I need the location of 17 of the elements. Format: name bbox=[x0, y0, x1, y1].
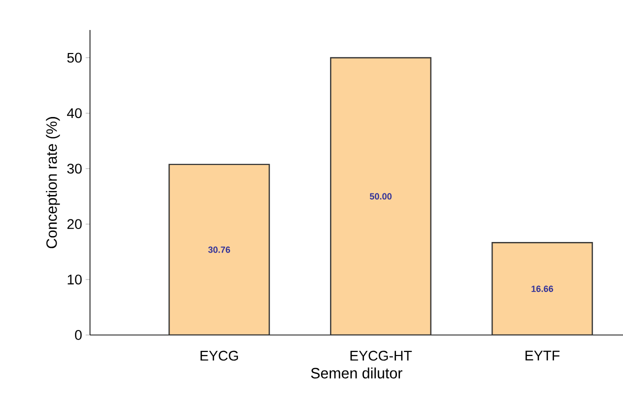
y-tick-label: 50 bbox=[67, 52, 82, 63]
data-label: 30.76 bbox=[208, 246, 230, 253]
data-label: 50.00 bbox=[370, 193, 392, 200]
y-tick-label: 30 bbox=[67, 164, 82, 174]
x-tick-label: EYCG bbox=[200, 350, 238, 361]
y-tick-label: 20 bbox=[67, 219, 82, 230]
data-label: 16.66 bbox=[532, 286, 554, 292]
y-tick-label: 40 bbox=[67, 108, 82, 118]
y-axis-title: Conception rate (%) bbox=[46, 117, 60, 248]
y-tick-label: 0 bbox=[75, 330, 82, 340]
bar bbox=[492, 242, 593, 335]
x-tick-label: EYTF bbox=[526, 350, 560, 360]
bar bbox=[330, 57, 432, 335]
x-tick-label: EYCG-HT bbox=[350, 350, 412, 361]
x-axis-title: Semen dilutor bbox=[311, 367, 402, 378]
y-tick-label: 10 bbox=[68, 274, 82, 284]
bar bbox=[168, 164, 270, 335]
